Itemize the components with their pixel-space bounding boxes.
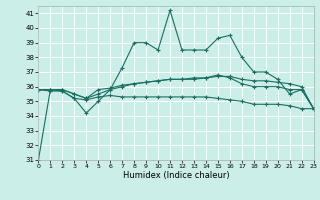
X-axis label: Humidex (Indice chaleur): Humidex (Indice chaleur) xyxy=(123,171,229,180)
